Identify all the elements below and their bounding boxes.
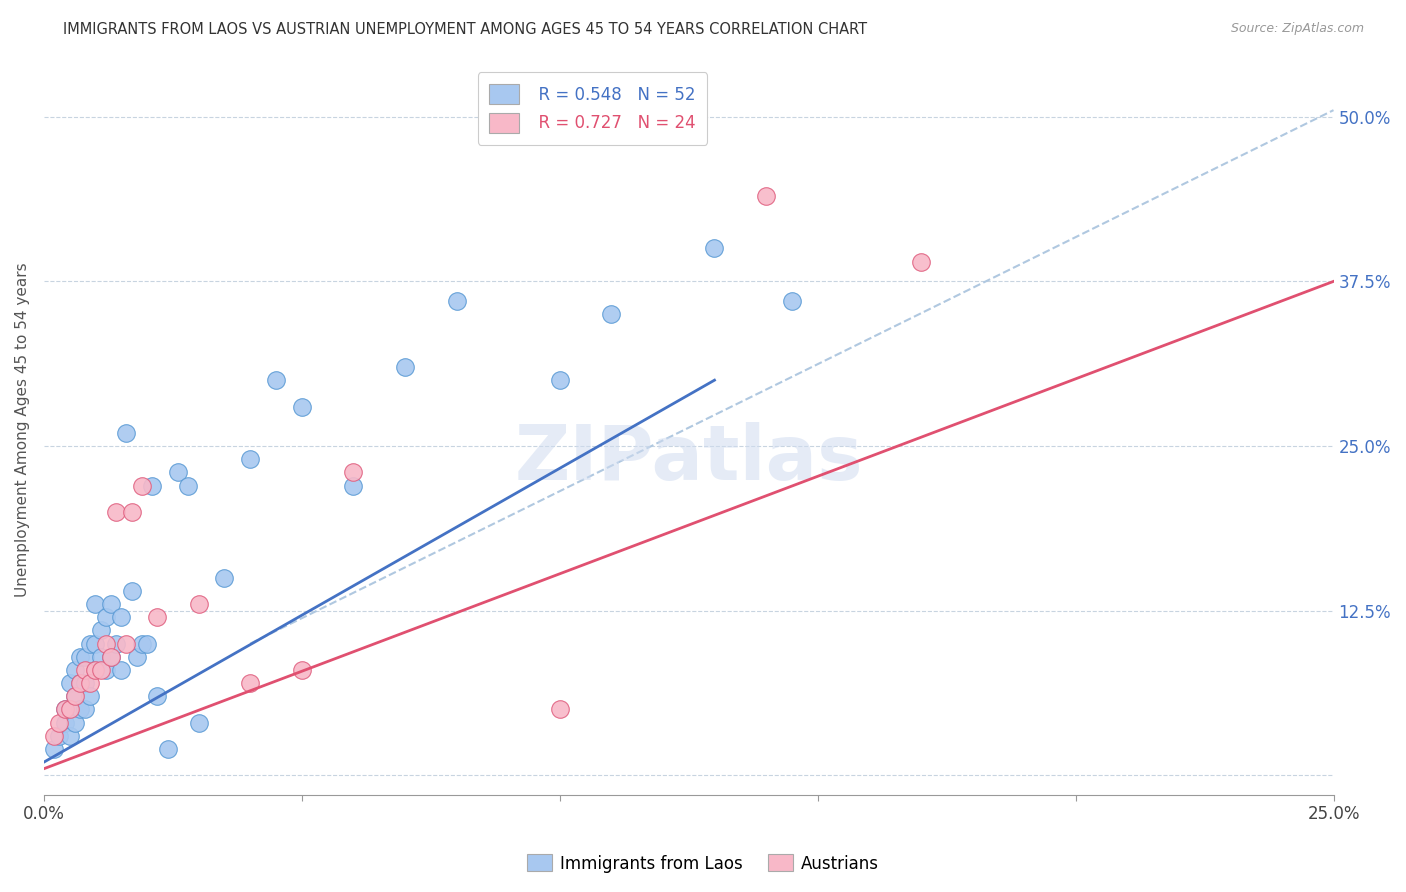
- Point: [69, 676, 91, 690]
- Point: [600, 307, 623, 321]
- Point: [69, 649, 91, 664]
- Point: [110, 610, 132, 624]
- Point: [703, 242, 725, 256]
- Point: [75, 702, 97, 716]
- Point: [291, 400, 314, 414]
- Legend: Immigrants from Laos, Austrians: Immigrants from Laos, Austrians: [520, 847, 886, 880]
- Point: [53, 702, 76, 716]
- Point: [44, 742, 66, 756]
- Point: [75, 676, 97, 690]
- Point: [105, 505, 128, 519]
- Point: [446, 294, 468, 309]
- Point: [69, 676, 91, 690]
- Text: Source: ZipAtlas.com: Source: ZipAtlas.com: [1230, 22, 1364, 36]
- Y-axis label: Unemployment Among Ages 45 to 54 years: Unemployment Among Ages 45 to 54 years: [15, 262, 30, 597]
- Point: [84, 597, 107, 611]
- Point: [141, 478, 163, 492]
- Point: [115, 637, 138, 651]
- Point: [63, 690, 86, 704]
- Point: [146, 690, 169, 704]
- Point: [121, 583, 143, 598]
- Point: [48, 729, 70, 743]
- Point: [110, 663, 132, 677]
- Point: [136, 637, 159, 651]
- Point: [90, 649, 112, 664]
- Point: [79, 690, 101, 704]
- Point: [59, 676, 82, 690]
- Point: [214, 571, 236, 585]
- Point: [115, 425, 138, 440]
- Point: [342, 466, 364, 480]
- Point: [84, 637, 107, 651]
- Point: [342, 478, 364, 492]
- Point: [548, 373, 571, 387]
- Point: [84, 663, 107, 677]
- Point: [79, 676, 101, 690]
- Point: [75, 663, 97, 677]
- Point: [100, 649, 122, 664]
- Point: [79, 637, 101, 651]
- Point: [59, 729, 82, 743]
- Point: [121, 505, 143, 519]
- Point: [125, 649, 148, 664]
- Point: [69, 702, 91, 716]
- Legend:   R = 0.548   N = 52,   R = 0.727   N = 24: R = 0.548 N = 52, R = 0.727 N = 24: [478, 72, 707, 145]
- Point: [59, 702, 82, 716]
- Point: [780, 294, 803, 309]
- Point: [90, 624, 112, 638]
- Point: [48, 715, 70, 730]
- Point: [90, 663, 112, 677]
- Point: [131, 478, 153, 492]
- Point: [100, 649, 122, 664]
- Point: [105, 637, 128, 651]
- Point: [239, 676, 262, 690]
- Point: [63, 690, 86, 704]
- Point: [156, 742, 179, 756]
- Point: [187, 597, 209, 611]
- Point: [53, 715, 76, 730]
- Text: ZIPatlas: ZIPatlas: [515, 422, 863, 496]
- Point: [44, 729, 66, 743]
- Point: [146, 610, 169, 624]
- Point: [53, 702, 76, 716]
- Point: [59, 702, 82, 716]
- Point: [910, 254, 932, 268]
- Point: [177, 478, 200, 492]
- Text: IMMIGRANTS FROM LAOS VS AUSTRIAN UNEMPLOYMENT AMONG AGES 45 TO 54 YEARS CORRELAT: IMMIGRANTS FROM LAOS VS AUSTRIAN UNEMPLO…: [63, 22, 868, 37]
- Point: [755, 188, 778, 202]
- Point: [291, 663, 314, 677]
- Point: [394, 359, 416, 374]
- Point: [187, 715, 209, 730]
- Point: [239, 452, 262, 467]
- Point: [84, 663, 107, 677]
- Point: [131, 637, 153, 651]
- Point: [63, 663, 86, 677]
- Point: [548, 702, 571, 716]
- Point: [94, 663, 117, 677]
- Point: [264, 373, 287, 387]
- Point: [94, 637, 117, 651]
- Point: [94, 610, 117, 624]
- Point: [167, 466, 190, 480]
- Point: [100, 597, 122, 611]
- Point: [63, 715, 86, 730]
- Point: [75, 649, 97, 664]
